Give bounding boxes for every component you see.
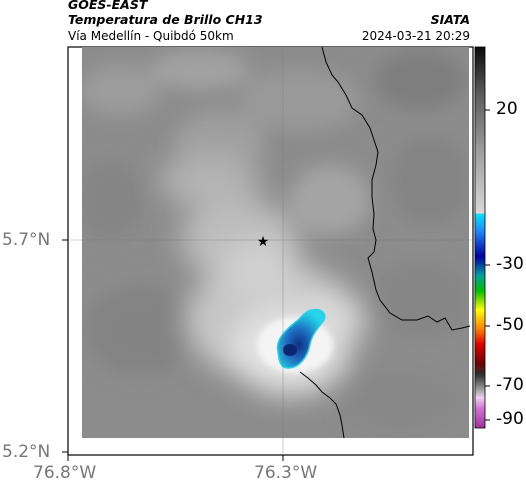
colorbar	[474, 46, 486, 429]
product-title: Temperatura de Brillo CH13	[68, 12, 263, 27]
colorbar-tick-minus70: -70	[496, 375, 524, 395]
agency-label: SIATA	[430, 12, 470, 27]
lon-label-76-3: 76.3°W	[254, 463, 318, 483]
city-marker-icon: ★	[257, 234, 270, 250]
lon-label-76-8: 76.8°W	[33, 463, 97, 483]
datetime-label: 2024-03-21 20:29	[361, 29, 470, 43]
boundary-line-south	[299, 371, 345, 439]
lat-label-5-2: 5.2°N	[2, 442, 51, 462]
lat-label-5-7: 5.7°N	[2, 230, 51, 250]
colorbar-tick-minus50: -50	[496, 315, 524, 335]
satellite-title: GOES-EAST	[68, 0, 148, 12]
colorbar-tick-minus30: -30	[496, 254, 524, 274]
brightness-temperature-image	[82, 47, 469, 438]
region-subtitle: Vía Medellín - Quibdó 50km	[68, 29, 234, 43]
boundary-line-east	[321, 46, 471, 331]
colorbar-tick-20: 20	[496, 99, 518, 119]
colorbar-tick-minus90: -90	[496, 409, 524, 429]
